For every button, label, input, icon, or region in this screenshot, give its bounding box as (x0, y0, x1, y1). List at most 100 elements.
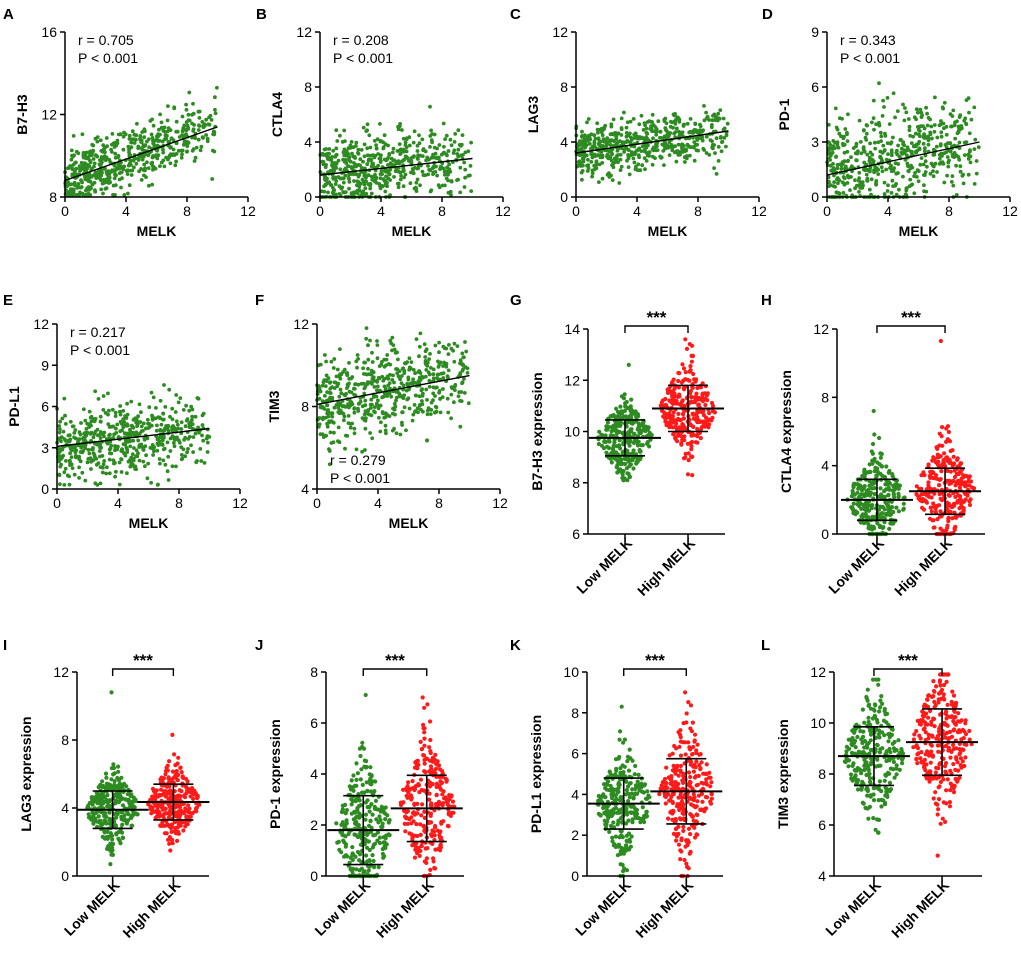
data-point (724, 133, 729, 138)
data-point (600, 176, 605, 181)
data-point (951, 183, 956, 188)
data-point (828, 158, 832, 162)
data-point (375, 380, 379, 384)
data-point (604, 138, 608, 143)
data-point (629, 397, 634, 402)
data-point (112, 782, 117, 788)
data-point (166, 140, 171, 144)
data-point (57, 472, 62, 477)
data-point (646, 143, 650, 148)
data-point (166, 104, 170, 108)
data-point (67, 482, 72, 487)
x-tick-label: 8 (435, 495, 443, 511)
data-point (433, 170, 438, 174)
data-point (427, 384, 432, 389)
data-point (149, 390, 154, 395)
data-point (915, 492, 920, 498)
data-point (908, 177, 913, 182)
data-point (827, 179, 831, 184)
data-point (695, 130, 700, 135)
data-point (948, 469, 953, 474)
data-point (111, 436, 115, 440)
data-point (142, 127, 147, 132)
data-point (117, 482, 122, 487)
data-point (878, 455, 884, 460)
data-point (202, 461, 207, 465)
data-point (624, 415, 629, 421)
data-point (894, 505, 899, 510)
data-point (877, 81, 881, 86)
data-point (211, 148, 215, 153)
data-point (968, 148, 972, 153)
data-point (375, 343, 380, 347)
data-point (667, 411, 672, 416)
data-point (424, 387, 429, 392)
data-point (78, 450, 83, 454)
data-point (80, 470, 85, 475)
data-point (592, 167, 597, 172)
data-point (584, 143, 589, 147)
data-point (335, 139, 340, 143)
data-point (144, 426, 149, 431)
data-point (330, 168, 335, 172)
data-point (688, 441, 693, 446)
data-point (165, 469, 170, 474)
data-point (914, 107, 919, 112)
data-point (354, 140, 359, 145)
data-point (132, 141, 137, 145)
data-point (375, 339, 379, 343)
data-point (360, 449, 364, 454)
data-point (186, 118, 191, 123)
data-point (367, 372, 372, 376)
data-point (100, 779, 105, 784)
data-point (614, 406, 619, 411)
data-point (718, 108, 723, 112)
data-point (435, 173, 439, 178)
data-point (332, 164, 337, 169)
data-point (129, 140, 134, 145)
data-point (580, 156, 585, 161)
data-point (625, 430, 631, 436)
data-point (870, 458, 875, 463)
data-point (362, 154, 367, 159)
data-point (620, 472, 625, 477)
data-point (115, 141, 120, 146)
data-point (152, 449, 156, 454)
data-point (131, 438, 136, 443)
data-point (110, 852, 115, 858)
data-point (339, 391, 344, 395)
data-point (368, 402, 373, 407)
data-point (89, 467, 93, 471)
data-point (129, 431, 133, 436)
data-point (63, 439, 68, 443)
data-point (98, 158, 103, 163)
data-point (890, 178, 895, 183)
data-point (468, 173, 472, 178)
data-point (912, 174, 916, 179)
data-point (417, 133, 421, 138)
data-point (153, 416, 158, 421)
data-point (346, 402, 350, 407)
data-point (879, 516, 884, 521)
data-point (159, 125, 164, 130)
data-point (967, 474, 972, 479)
y-tick-label: 0 (821, 526, 829, 542)
data-point (201, 124, 206, 128)
data-point (374, 143, 378, 148)
data-point (617, 181, 622, 185)
data-point (946, 519, 951, 524)
data-point (186, 803, 191, 808)
data-point (421, 147, 426, 151)
data-point (947, 503, 953, 508)
data-point (859, 492, 864, 497)
data-point (881, 143, 886, 148)
data-point (111, 141, 116, 146)
data-point (419, 388, 424, 393)
panel-letter: E (3, 292, 13, 309)
data-point (861, 146, 866, 150)
data-point (876, 120, 881, 125)
data-point (375, 356, 380, 361)
data-point (81, 436, 85, 441)
data-point (123, 438, 128, 443)
data-point (191, 101, 195, 106)
